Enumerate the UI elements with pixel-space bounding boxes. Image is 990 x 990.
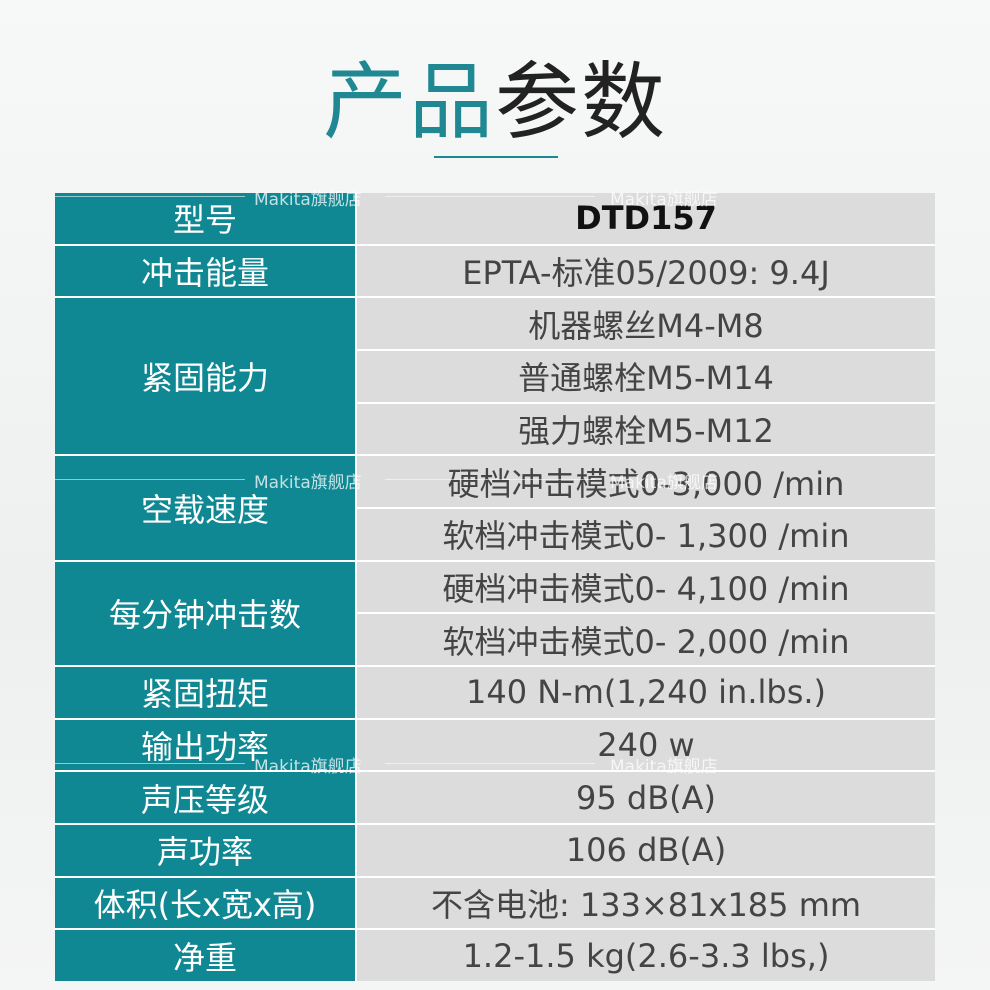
spec-label: 紧固扭矩 [55,666,355,718]
title-part-1: 产品 [322,53,495,151]
spec-value: 普通螺栓M5-M14 [357,350,935,402]
spec-label: 输出功率 [55,719,355,771]
spec-value: EPTA-标准05/2009: 9.4J [357,245,935,297]
spec-label: 型号 [55,193,355,244]
spec-value: 95 dB(A) [357,772,935,823]
spec-value: 不含电池: 133×81x185 mm [357,877,935,929]
spec-label: 冲击能量 [55,245,355,297]
spec-label: 紧固能力 [55,298,355,455]
spec-label: 净重 [55,930,355,981]
spec-value: 软档冲击模式0- 1,300 /min [357,508,935,560]
spec-value: 软档冲击模式0- 2,000 /min [357,614,935,665]
spec-value: 硬档冲击模式0- 4,100 /min [357,561,935,613]
spec-label: 体积(长x宽x高) [55,877,355,929]
spec-label: 声压等级 [55,772,355,823]
spec-value: 140 N-m(1,240 in.lbs.) [357,666,935,718]
spec-table: 型号 DTD157 冲击能量 EPTA-标准05/2009: 9.4J 紧固能力 机器螺丝… [55,193,935,981]
page-title: 产品参数 [0,52,990,152]
spec-value: 106 dB(A) [357,824,935,876]
title-underline [434,156,558,158]
spec-value: 240 w [357,719,935,771]
spec-label: 每分钟冲击数 [55,561,355,665]
title-part-2: 参数 [495,53,668,151]
model-value: DTD157 [357,193,935,244]
spec-value: 硬档冲击模式0-3,000 /min [357,456,935,507]
spec-label: 声功率 [55,824,355,876]
spec-value: 1.2-1.5 kg(2.6-3.3 lbs,) [357,930,935,981]
spec-value: 机器螺丝M4-M8 [357,298,935,349]
spec-value: 强力螺栓M5-M12 [357,403,935,455]
spec-label: 空载速度 [55,456,355,560]
